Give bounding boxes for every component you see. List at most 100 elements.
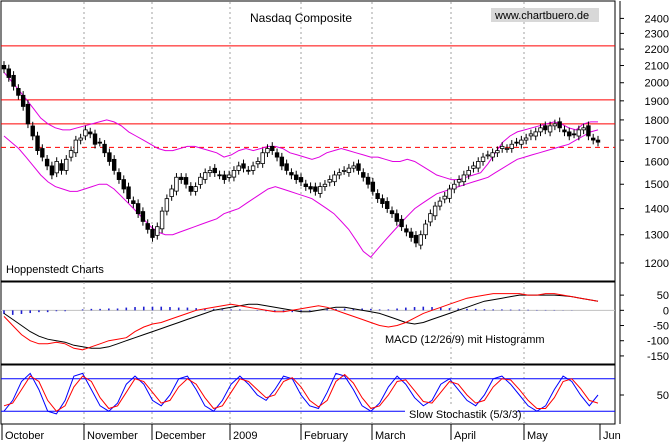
candle-body [270, 145, 275, 152]
candle-body [159, 210, 165, 230]
macd-panel-frame [0, 281, 616, 365]
candle-body [202, 172, 208, 180]
macd-y-tick-label: 0 [663, 305, 669, 317]
candle-body [198, 176, 203, 185]
candle-body [337, 172, 342, 176]
candle-body [212, 167, 217, 174]
candle-body [126, 186, 131, 200]
macd-y-tick-label: -50 [653, 321, 669, 333]
candle-body [35, 135, 40, 152]
candle-body [78, 137, 83, 141]
candle-body [313, 186, 318, 192]
candle-body [145, 223, 150, 230]
candle-body [111, 158, 117, 171]
candle-body [150, 228, 155, 238]
candle-body [25, 103, 31, 125]
candle-body [121, 179, 126, 190]
x-tick-label: May [527, 430, 548, 442]
candle-body [557, 121, 562, 129]
candle-body [155, 226, 160, 236]
candle-body [107, 152, 112, 162]
candle-body [6, 68, 11, 78]
candle-body [16, 88, 21, 96]
candle-body [519, 139, 524, 145]
vertical-gridlines [83, 2, 525, 424]
stoch-label-box [405, 407, 517, 420]
candle-body [509, 143, 514, 149]
candle-body [418, 234, 423, 246]
price-y-tick-label: 1900 [645, 96, 669, 108]
candle-body [523, 137, 529, 141]
candle-body [274, 152, 280, 158]
candle-body [504, 148, 510, 150]
candle-body [581, 127, 586, 131]
source-label-box [491, 8, 599, 22]
candle-body [356, 163, 361, 171]
candle-body [471, 165, 476, 169]
candle-body [164, 198, 170, 212]
candle-body [241, 163, 246, 169]
macd-signal-line [3, 293, 599, 351]
candle-body [88, 131, 93, 135]
macd-y-tick-label: -150 [647, 351, 669, 363]
candle-body [552, 123, 558, 127]
candle-body [49, 165, 55, 176]
candle-body [351, 165, 356, 169]
candle-body [260, 152, 265, 164]
candle-body [428, 213, 433, 223]
candle-body [236, 165, 241, 171]
candle-body [461, 174, 467, 183]
candle-body [413, 234, 419, 244]
candle-body [375, 193, 380, 200]
candle-body [11, 74, 16, 87]
candle-body [284, 163, 289, 171]
price-y-tick-label: 1500 [645, 179, 669, 191]
candle-body [298, 177, 304, 183]
x-tick-label: February [304, 430, 349, 442]
candle-body [289, 172, 294, 176]
price-y-tick-label: 1400 [645, 204, 669, 216]
price-y-tick-label: 1700 [645, 135, 669, 147]
candle-body [222, 174, 227, 180]
candle-body [40, 148, 45, 158]
candle-body [361, 172, 366, 178]
candle-body [131, 200, 136, 204]
candle-body [231, 170, 237, 178]
candle-body [538, 127, 543, 133]
candle-body [174, 176, 179, 192]
candle-body [365, 176, 371, 185]
candle-body [533, 131, 538, 137]
candle-body [30, 125, 35, 137]
candle-body [183, 177, 189, 185]
price-y-tick-label: 2000 [645, 78, 669, 90]
candle-body [303, 183, 308, 188]
macd-panel [1, 293, 615, 351]
candle-body [92, 133, 98, 145]
candle-body [217, 174, 222, 177]
candle-body [97, 141, 103, 144]
candle-body [423, 223, 428, 236]
candle-body [246, 169, 251, 172]
candle-body [327, 179, 332, 183]
candle-body [456, 179, 462, 183]
macd-line [3, 294, 599, 349]
price-y-tick-label: 2100 [645, 61, 669, 73]
x-tick-label: October [5, 430, 44, 442]
stoch-label: Slow Stochastik (5/3/3) [409, 409, 522, 421]
candle-body [442, 195, 447, 200]
source-label: www.chartbuero.de [494, 10, 589, 22]
candle-body [389, 210, 395, 215]
x-tick-label: April [454, 430, 476, 442]
hoppenstedt-annotation: Hoppenstedt Charts [6, 264, 104, 276]
lower-bollinger-band [3, 129, 599, 258]
x-tick-label: Jun [603, 430, 621, 442]
stoch-k-line [3, 372, 599, 415]
candle-body [490, 152, 495, 158]
candle-body [562, 129, 567, 133]
stoch-y-tick-label: 50 [657, 390, 669, 402]
macd-label: MACD (12/26/9) mit Histogramm [385, 334, 545, 346]
candle-body [595, 139, 601, 143]
candle-body [83, 129, 88, 137]
candle-body [437, 200, 443, 207]
